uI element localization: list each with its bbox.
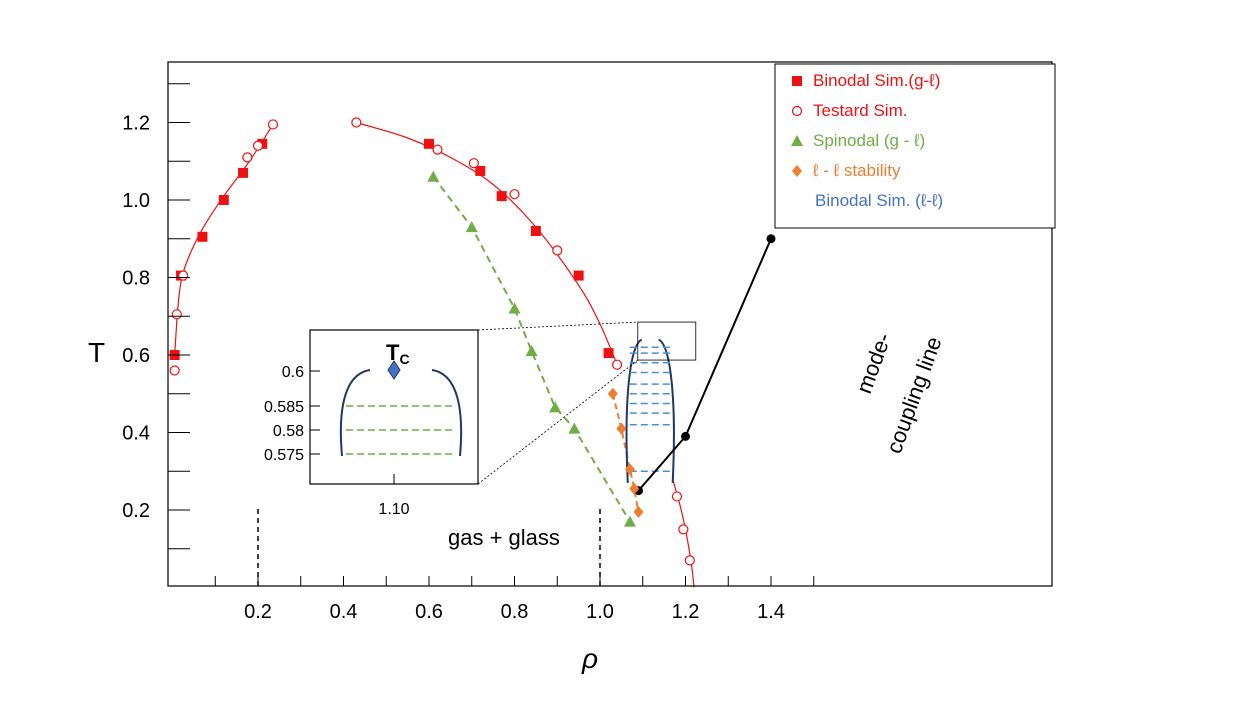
point-square	[603, 348, 614, 359]
point-open-circle	[678, 524, 689, 535]
point-open-circle	[171, 309, 182, 320]
point-triangle	[508, 302, 521, 314]
x-tick-label: 1.4	[757, 601, 785, 623]
point-triangle	[525, 345, 538, 357]
point-square	[475, 165, 486, 176]
inset-connector	[477, 321, 638, 331]
legend-box	[774, 63, 1056, 229]
point-open-circle	[509, 189, 520, 200]
axes: 0.2 0.4 0.6 0.8 1.0 1.2 1.4 0.2 0.4 0.6 0.8 1.0 1.2	[122, 61, 1053, 623]
point-triangle	[568, 422, 581, 434]
x-tick-label: 1.2	[672, 601, 700, 623]
data-series	[169, 117, 695, 566]
legend-marker	[791, 135, 803, 146]
legend-marker	[792, 76, 802, 86]
ll-dome-curve	[625, 338, 675, 483]
point-diamond	[629, 482, 640, 495]
y-tick-label: 0.4	[122, 423, 150, 445]
inset-y-tick-label: 0.58	[273, 423, 304, 440]
point-diamond	[616, 422, 627, 435]
legend-entry-label: Testard Sim.	[813, 101, 907, 120]
point-open-circle	[178, 270, 189, 281]
point-square	[424, 138, 434, 149]
point-open-circle	[267, 119, 279, 130]
y-tick-label: 0.8	[122, 268, 150, 290]
inset-dome-curve	[339, 369, 463, 457]
point-open-circle	[671, 491, 683, 502]
legend-marker	[792, 165, 802, 177]
point-diamond	[607, 387, 618, 400]
y-tick-label: 0.6	[122, 345, 150, 367]
point-square	[530, 226, 541, 236]
critical-temperature-subscript: C	[399, 351, 409, 367]
ll-stability-line	[611, 393, 640, 513]
point-open-circle	[611, 359, 623, 370]
ll-binodal-dome	[625, 234, 776, 496]
point-triangle	[623, 515, 636, 527]
point-square	[496, 191, 507, 202]
inset-x-tick-label: 1.10	[378, 501, 409, 518]
y-tick-label: 1.2	[122, 113, 150, 135]
y-tick-label: 1.0	[122, 190, 150, 212]
point-square	[238, 167, 249, 178]
annotations: gas + glass mode- coupling line	[448, 330, 947, 550]
zoom-box	[637, 321, 697, 361]
point-open-circle	[684, 555, 695, 566]
y-tick-label: 0.2	[122, 500, 150, 522]
mode-coupling-point	[766, 234, 776, 244]
point-open-circle	[552, 245, 563, 256]
inset-y-tick-label: 0.585	[264, 399, 304, 416]
x-tick-label: 0.4	[330, 601, 358, 623]
point-triangle	[549, 401, 562, 413]
legend: Binodal Sim.(g-ℓ) Testard Sim. Spinodal (g…	[774, 63, 1056, 229]
x-tick-label: 0.6	[415, 601, 443, 623]
legend-entry-label: Spinodal (g - ℓ)	[813, 131, 925, 150]
legend-entry-label: Binodal Sim.(g-ℓ)	[813, 71, 940, 90]
point-square	[197, 231, 208, 242]
plot-frame	[167, 61, 1053, 587]
legend-marker	[791, 105, 803, 117]
point-open-circle	[252, 140, 264, 151]
point-open-circle	[351, 117, 362, 128]
mode-coupling-label-1: mode-	[851, 330, 896, 397]
binodal-fit-curve	[174, 124, 274, 356]
point-triangle	[465, 221, 478, 233]
x-tick-label: 0.8	[501, 601, 529, 623]
point-triangle	[427, 170, 440, 182]
inset-y-tick-label: 0.575	[264, 447, 304, 464]
x-axis-label: ρ	[581, 643, 598, 674]
gas-glass-label: gas + glass	[448, 525, 560, 550]
point-square	[573, 270, 584, 281]
inset-frame	[309, 329, 479, 485]
x-tick-label: 0.2	[244, 601, 272, 623]
point-diamond	[624, 463, 635, 476]
x-tick-label: 1.0	[586, 601, 614, 623]
point-diamond	[633, 505, 644, 518]
point-open-circle	[242, 152, 253, 163]
inset-connector	[477, 359, 639, 485]
mode-coupling-line	[637, 238, 772, 492]
point-square	[218, 195, 229, 205]
inset-y-tick-label: 0.6	[282, 364, 304, 381]
point-open-circle	[432, 144, 443, 155]
critical-point-diamond	[387, 360, 401, 380]
point-open-circle	[169, 365, 180, 376]
legend-entry-label: ℓ - ℓ stability	[812, 161, 901, 180]
binodal-fit-curve	[356, 121, 618, 365]
legend-entry-label: Binodal Sim. (ℓ-ℓ)	[815, 191, 943, 210]
y-axis-label: T	[88, 337, 105, 368]
mode-coupling-point	[681, 431, 690, 441]
point-open-circle	[468, 158, 479, 169]
